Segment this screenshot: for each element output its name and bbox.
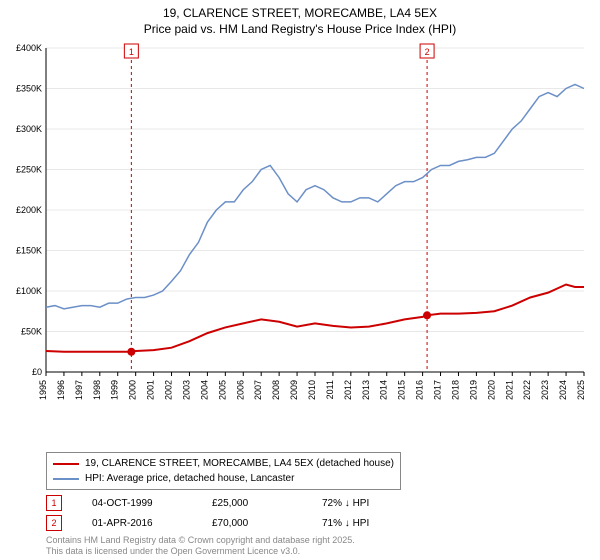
svg-text:2003: 2003 [181,380,191,400]
svg-text:2001: 2001 [146,380,156,400]
svg-text:2005: 2005 [217,380,227,400]
svg-text:1998: 1998 [92,380,102,400]
credit-line1: Contains HM Land Registry data © Crown c… [46,535,355,546]
svg-text:2017: 2017 [433,380,443,400]
svg-text:1997: 1997 [74,380,84,400]
svg-text:2009: 2009 [289,380,299,400]
transaction-delta: 72% ↓ HPI [322,498,369,509]
transaction-row-1: 1 04-OCT-1999 £25,000 72% ↓ HPI [46,495,369,511]
legend-item: 19, CLARENCE STREET, MORECAMBE, LA4 5EX … [53,456,394,471]
svg-text:2006: 2006 [235,380,245,400]
legend: 19, CLARENCE STREET, MORECAMBE, LA4 5EX … [46,452,401,490]
transaction-row-2: 2 01-APR-2016 £70,000 71% ↓ HPI [46,515,369,531]
svg-text:2023: 2023 [540,380,550,400]
svg-text:2002: 2002 [164,380,174,400]
title-line2: Price paid vs. HM Land Registry's House … [0,22,600,38]
svg-text:2: 2 [425,47,430,57]
legend-item: HPI: Average price, detached house, Lanc… [53,471,394,486]
transaction-date: 04-OCT-1999 [92,498,182,509]
svg-text:2018: 2018 [450,380,460,400]
legend-swatch [53,463,79,465]
svg-text:2008: 2008 [271,380,281,400]
svg-text:£300K: £300K [16,124,42,134]
svg-text:£50K: £50K [21,327,42,337]
transaction-price: £70,000 [212,518,292,529]
title-line1: 19, CLARENCE STREET, MORECAMBE, LA4 5EX [0,6,600,22]
legend-swatch [53,478,79,480]
svg-text:1: 1 [129,47,134,57]
svg-text:2012: 2012 [343,380,353,400]
svg-text:2013: 2013 [361,380,371,400]
transaction-date: 01-APR-2016 [92,518,182,529]
svg-text:2010: 2010 [307,380,317,400]
svg-text:2007: 2007 [253,380,263,400]
svg-text:2022: 2022 [522,380,532,400]
transaction-price: £25,000 [212,498,292,509]
svg-text:£350K: £350K [16,84,42,94]
marker-box-2: 2 [46,515,62,531]
svg-text:1999: 1999 [110,380,120,400]
svg-text:2004: 2004 [199,380,209,400]
legend-label: HPI: Average price, detached house, Lanc… [85,471,294,486]
svg-text:2021: 2021 [504,380,514,400]
svg-text:2015: 2015 [397,380,407,400]
svg-text:£250K: £250K [16,165,42,175]
chart-title: 19, CLARENCE STREET, MORECAMBE, LA4 5EX … [0,0,600,37]
svg-text:£400K: £400K [16,43,42,53]
svg-text:1995: 1995 [38,380,48,400]
legend-label: 19, CLARENCE STREET, MORECAMBE, LA4 5EX … [85,456,394,471]
svg-text:£0: £0 [32,367,42,377]
svg-text:1996: 1996 [56,380,66,400]
price-chart: £0£50K£100K£150K£200K£250K£300K£350K£400… [46,42,590,404]
svg-text:2019: 2019 [468,380,478,400]
svg-text:2020: 2020 [486,380,496,400]
svg-text:£200K: £200K [16,205,42,215]
marker-box-1: 1 [46,495,62,511]
svg-text:£150K: £150K [16,246,42,256]
svg-text:£100K: £100K [16,286,42,296]
credit-line2: This data is licensed under the Open Gov… [46,546,355,557]
svg-text:2016: 2016 [415,380,425,400]
transaction-delta: 71% ↓ HPI [322,518,369,529]
credit-text: Contains HM Land Registry data © Crown c… [46,535,355,557]
svg-text:2000: 2000 [128,380,138,400]
svg-text:2011: 2011 [325,380,335,399]
svg-text:2024: 2024 [558,380,568,400]
svg-text:2014: 2014 [379,380,389,400]
svg-text:2025: 2025 [576,380,586,400]
